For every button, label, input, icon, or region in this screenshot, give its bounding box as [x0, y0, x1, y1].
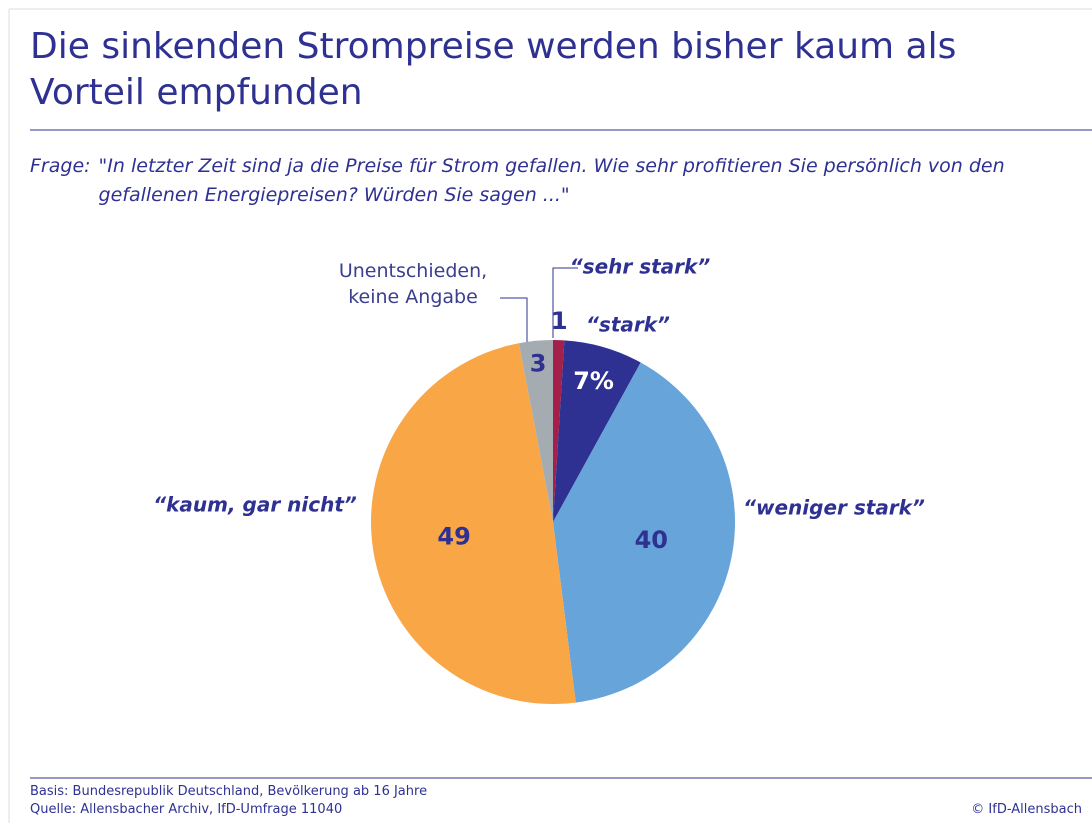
value-label: 1	[551, 307, 568, 335]
copyright: © IfD-Allensbach	[971, 802, 1082, 817]
category-label: “stark”	[586, 313, 670, 337]
category-label: “sehr stark”	[570, 255, 711, 279]
pie-slice	[553, 340, 565, 522]
pie-slice	[553, 340, 641, 522]
category-label: “kaum, gar nicht”	[153, 493, 357, 517]
leader-line	[552, 267, 578, 338]
source: Quelle: Allensbacher Archiv, IfD-Umfrage…	[30, 802, 343, 817]
category-label: “weniger stark”	[743, 496, 925, 520]
question: Frage: "In letzter Zeit sind ja die Preis…	[30, 152, 1050, 210]
question-text: "In letzter Zeit sind ja die Preise für …	[98, 155, 1005, 206]
basis: Basis: Bundesrepublik Deutschland, Bevöl…	[30, 784, 428, 799]
pie-slice	[518, 340, 553, 522]
pie-slice	[553, 362, 735, 703]
value-label: 7%	[573, 367, 614, 395]
title: Die sinkenden Strompreise werden bisher …	[30, 26, 957, 113]
value-label: 49	[437, 523, 470, 551]
leader-line	[500, 297, 528, 346]
category-label: Unentschieden, keine Angabe	[338, 260, 488, 308]
question-label: Frage:	[30, 155, 91, 177]
pie-slice	[371, 343, 576, 704]
value-label: 3	[530, 349, 547, 377]
value-label: 40	[635, 526, 668, 554]
